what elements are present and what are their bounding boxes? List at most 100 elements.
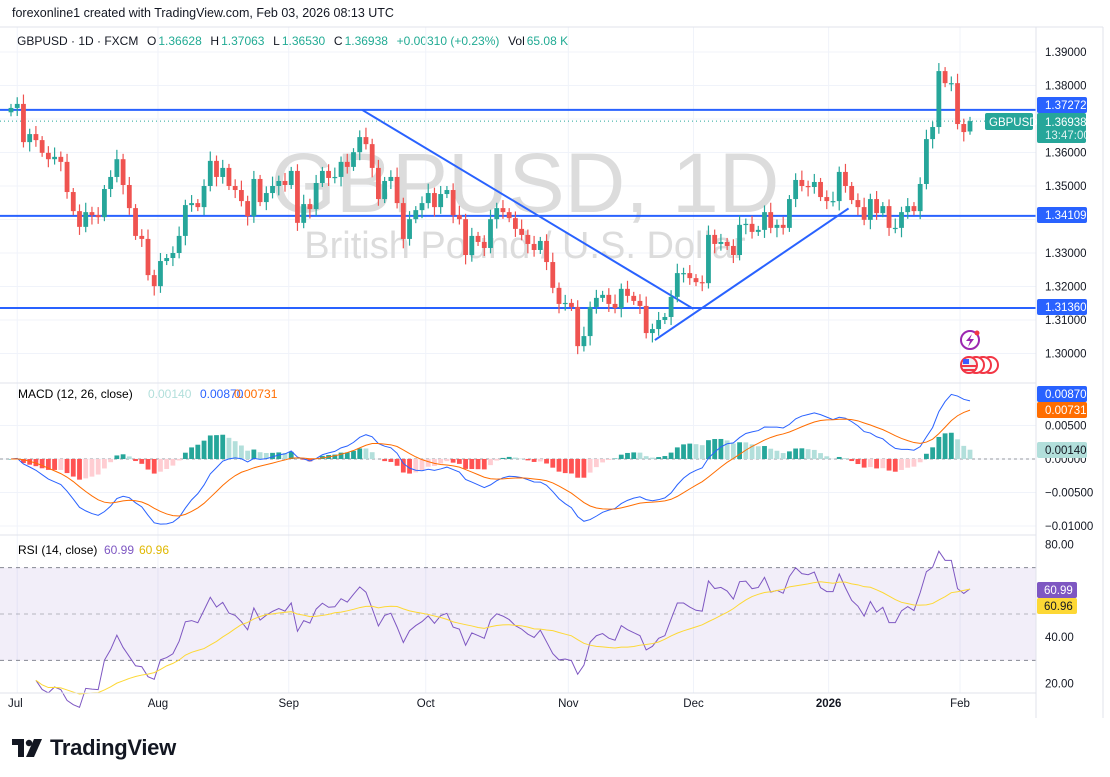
candle: [164, 254, 170, 266]
candle: [488, 209, 493, 254]
candle-body: [419, 203, 425, 211]
macd-histogram-bar: [942, 433, 948, 459]
candle: [687, 265, 693, 285]
macd-histogram-bar: [618, 454, 624, 459]
macd-histogram-bar: [699, 445, 705, 459]
macd-histogram-bar: [911, 459, 917, 467]
macd-histogram-bar: [668, 452, 674, 459]
candle-body: [793, 179, 799, 200]
macd-histogram-bar: [874, 459, 879, 469]
candle-body: [687, 273, 693, 279]
candle-body: [905, 206, 911, 213]
candle-body: [463, 219, 468, 256]
macd-histogram-bar: [369, 452, 375, 459]
candle: [432, 187, 437, 217]
candle-body: [369, 144, 375, 168]
candle-body: [14, 103, 20, 108]
macd-histogram-bar: [531, 459, 537, 462]
time-tick-label: 2026: [816, 698, 842, 710]
close-value: 1.36938: [344, 34, 388, 48]
macd-histogram-bar: [83, 459, 89, 479]
macd-histogram-bar: [444, 459, 450, 462]
candle: [120, 153, 126, 195]
candle: [593, 289, 599, 314]
candle-body: [911, 206, 917, 212]
open-value: 1.36628: [158, 34, 202, 48]
macd-histogram-bar: [239, 445, 244, 459]
macd-histogram-bar: [8, 459, 14, 460]
svg-text:1.37272: 1.37272: [1045, 100, 1087, 112]
candle-body: [189, 203, 194, 206]
candle-body: [432, 193, 437, 208]
candle-body: [948, 83, 954, 85]
candle: [637, 294, 643, 314]
candle: [743, 218, 749, 235]
candle-body: [232, 186, 238, 191]
macd-histogram-bar: [382, 459, 388, 462]
candle: [656, 311, 662, 336]
candle: [201, 179, 207, 216]
candle-body: [45, 152, 51, 160]
candle-body: [955, 83, 960, 125]
candle: [830, 191, 836, 207]
candle: [899, 206, 904, 238]
candle: [469, 227, 475, 262]
tradingview-logo[interactable]: TradingView: [12, 735, 176, 761]
macd-histogram-bar: [606, 459, 612, 460]
candle: [232, 179, 238, 199]
candle: [39, 136, 45, 157]
candle-body: [718, 241, 724, 244]
macd-histogram-bar: [724, 440, 730, 459]
macd-histogram-bar: [151, 459, 157, 474]
candle: [681, 267, 686, 283]
macd-histogram-bar: [656, 457, 662, 459]
macd-histogram-bar: [674, 447, 680, 459]
candle-body: [787, 199, 792, 228]
macd-histogram-bar: [481, 459, 487, 470]
macd-histogram-bar: [400, 459, 406, 473]
candle-body: [475, 235, 481, 242]
candle-body: [288, 170, 294, 185]
macd-histogram-bar: [45, 459, 51, 470]
time-tick-label: Sep: [279, 698, 299, 710]
macd-histogram-bar: [811, 449, 817, 459]
change-value: +0.00310 (+0.23%): [396, 34, 500, 48]
candle-body: [382, 180, 388, 200]
candle: [8, 103, 14, 117]
candle-body: [836, 171, 842, 202]
candle-body: [668, 296, 674, 317]
rsi-title: RSI (14, close): [18, 543, 97, 557]
macd-histogram-bar: [220, 434, 226, 459]
candle-body: [407, 219, 412, 239]
candle: [500, 200, 506, 219]
time-tick-label: Oct: [417, 698, 436, 710]
candle: [307, 198, 313, 219]
macd-histogram-bar: [587, 459, 593, 473]
macd-histogram-bar: [569, 459, 574, 474]
candle-body: [195, 203, 201, 208]
macd-histogram-bar: [787, 451, 792, 459]
candle: [874, 191, 879, 220]
candle-body: [500, 208, 506, 213]
macd-histogram-bar: [749, 444, 755, 459]
macd-histogram-bar: [855, 459, 861, 465]
candle: [133, 204, 138, 240]
us-flag-events-icon[interactable]: [960, 356, 999, 374]
lightning-event-icon[interactable]: [960, 330, 980, 350]
macd-histogram-bar: [799, 448, 805, 459]
macd-histogram-bar: [625, 452, 630, 459]
macd-histogram-bar: [737, 442, 742, 459]
open-label: O: [147, 34, 157, 48]
candle: [805, 180, 811, 197]
candle-body: [239, 190, 244, 202]
macd-histogram-bar: [21, 459, 26, 464]
macd-histogram-bar: [544, 459, 549, 464]
candle-body: [21, 103, 26, 143]
chart-credit: forexonline1 created with TradingView.co…: [12, 6, 394, 20]
candle: [768, 202, 774, 234]
trendline: [654, 207, 850, 341]
symbol-info: GBPUSD · 1D · FXCM: [17, 34, 139, 48]
candle: [351, 148, 356, 171]
macd-histogram-bar: [120, 454, 126, 459]
